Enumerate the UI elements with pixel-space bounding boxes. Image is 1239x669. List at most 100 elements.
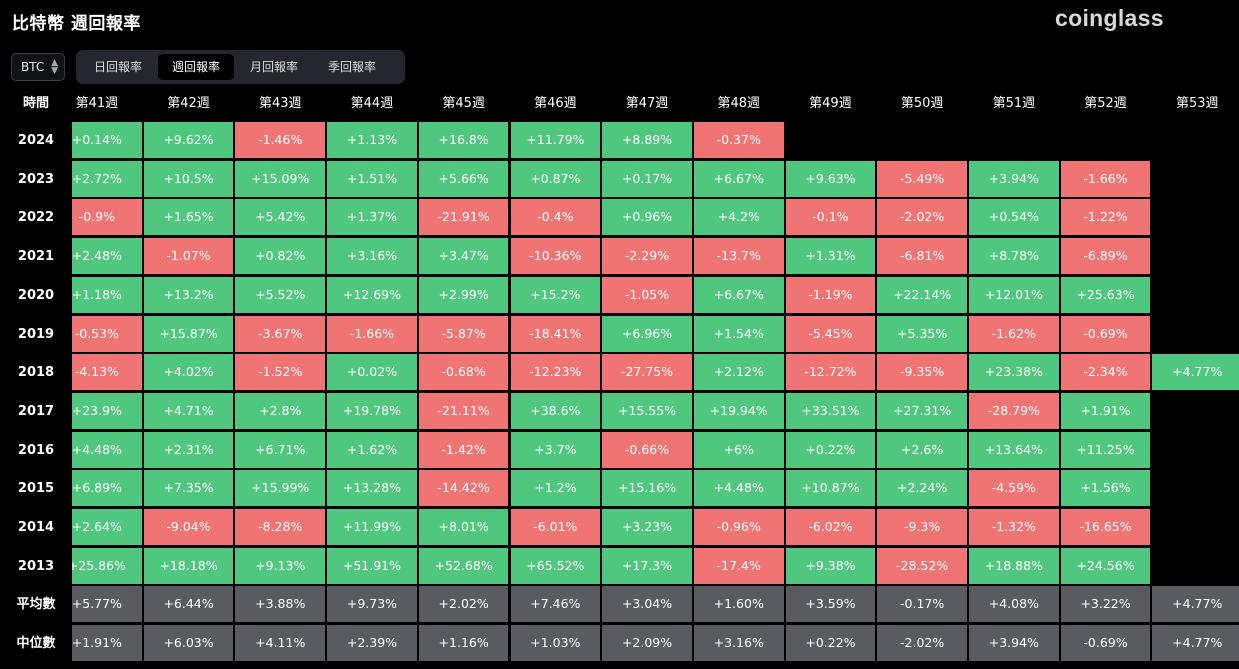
- return-cell: +5.35%: [877, 315, 967, 352]
- column-header: 第49週: [809, 96, 852, 111]
- stat-cell: +1.03%: [510, 625, 601, 662]
- return-cell: +4.48%: [72, 431, 142, 468]
- return-cell: -6.02%: [785, 509, 876, 545]
- return-cell: -3.67%: [235, 315, 326, 352]
- return-cell: +0.02%: [327, 354, 417, 391]
- return-cell: +51.91%: [327, 547, 417, 584]
- return-cell: +11.25%: [1060, 431, 1151, 468]
- stat-cell: -0.69%: [1060, 625, 1151, 662]
- return-cell: -1.46%: [235, 122, 326, 158]
- return-cell: -14.42%: [418, 470, 509, 507]
- return-cell: +2.24%: [877, 470, 967, 507]
- column-header: 第50週: [900, 96, 944, 111]
- return-cell: +6.89%: [72, 470, 142, 507]
- return-cell: -9.35%: [877, 354, 967, 391]
- stat-cell: +5.77%: [72, 586, 142, 623]
- return-cell: +5.52%: [235, 276, 326, 313]
- return-cell: +19.78%: [327, 392, 417, 429]
- return-cell: -0.53%: [72, 315, 142, 352]
- return-cell: +0.54%: [969, 199, 1059, 236]
- stat-cell: +7.46%: [510, 586, 601, 623]
- stat-cell: +3.16%: [693, 625, 784, 662]
- return-cell: +3.94%: [969, 160, 1059, 197]
- return-cell: +25.86%: [72, 547, 142, 584]
- return-cell: +3.7%: [510, 431, 601, 468]
- return-cell: -0.37%: [693, 122, 784, 158]
- return-cell: +17.3%: [602, 547, 692, 584]
- stat-cell: +2.02%: [418, 586, 509, 623]
- return-cell: +0.96%: [602, 199, 692, 236]
- return-cell: -2.02%: [877, 199, 967, 236]
- return-cell: +0.82%: [235, 238, 326, 275]
- return-cell: +0.14%: [72, 122, 142, 158]
- return-cell: -0.69%: [1060, 315, 1151, 352]
- stat-cell: +3.59%: [785, 586, 876, 623]
- return-cell: +11.79%: [510, 122, 601, 158]
- return-cell: -0.66%: [602, 431, 692, 468]
- return-cell: +16.8%: [418, 122, 509, 158]
- return-cell: +15.16%: [602, 470, 692, 507]
- return-cell: +6.71%: [235, 431, 326, 468]
- return-cell: -5.45%: [785, 315, 876, 352]
- year-label: 2024: [17, 133, 55, 148]
- stat-row-label: 中位數: [16, 636, 56, 652]
- return-cell: -1.62%: [969, 315, 1059, 352]
- return-cell: +4.2%: [693, 199, 784, 236]
- return-cell: +6.67%: [693, 276, 784, 313]
- column-header: 第53週: [1175, 96, 1219, 111]
- return-cell: +2.99%: [418, 276, 509, 313]
- year-label: 2022: [17, 210, 55, 226]
- tab-quarterly[interactable]: 季回報率: [328, 60, 377, 74]
- return-cell: +2.12%: [693, 354, 784, 391]
- return-cell: -12.23%: [510, 354, 601, 391]
- return-cell: +2.48%: [72, 238, 142, 275]
- column-header: 第41週: [75, 96, 119, 111]
- return-cell: +10.5%: [143, 160, 234, 197]
- stat-cell: +6.03%: [143, 625, 234, 662]
- return-cell: +65.52%: [510, 547, 601, 584]
- stat-cell: +4.08%: [969, 586, 1059, 623]
- tab-daily[interactable]: 日回報率: [94, 60, 143, 74]
- year-label: 2020: [17, 287, 55, 303]
- returns-table: 時間 第41週 第42週 第43週 第44週 第45週 第46週 第47週 第48週 第49週第…: [0, 90, 1239, 669]
- return-cell: -6.89%: [1060, 238, 1151, 275]
- return-cell: -1.07%: [143, 238, 234, 275]
- return-cell: -28.79%: [969, 392, 1059, 429]
- return-cell: +1.31%: [785, 238, 876, 275]
- stat-cell: +2.09%: [602, 625, 692, 662]
- column-header: 第52週: [1084, 96, 1127, 111]
- return-cell: +3.16%: [327, 238, 417, 275]
- return-cell: +8.89%: [602, 122, 692, 158]
- return-cell: +18.88%: [969, 547, 1059, 584]
- return-cell: +23.9%: [72, 392, 142, 429]
- year-label: 2015: [17, 481, 55, 497]
- stat-cell: +9.73%: [327, 586, 417, 623]
- table-scroll-area[interactable]: 第41週 第42週 第43週 第44週 第45週 第46週 第47週 第48週 第49週 第50週…: [72, 90, 1239, 669]
- return-cell: +6%: [693, 431, 784, 468]
- return-cell: -5.87%: [418, 315, 509, 352]
- return-cell: +13.2%: [143, 276, 234, 313]
- return-cell: +15.2%: [510, 276, 601, 313]
- return-cell: -10.36%: [510, 238, 601, 275]
- year-label: 2016: [17, 442, 55, 458]
- year-label: 2021: [17, 249, 55, 265]
- stat-cell: +6.44%: [143, 586, 234, 623]
- year-label: 2013: [17, 558, 55, 574]
- year-label: 2018: [17, 365, 55, 381]
- return-cell: -2.29%: [602, 238, 692, 275]
- return-cell: +3.23%: [602, 509, 692, 545]
- year-label: 2017: [17, 403, 55, 419]
- return-cell: +8.78%: [969, 238, 1059, 275]
- return-cell: +4.02%: [143, 354, 234, 391]
- column-header: 第43週: [258, 96, 302, 111]
- year-label: 2019: [17, 326, 55, 342]
- stat-cell: -0.17%: [877, 586, 967, 623]
- return-cell: +1.56%: [1060, 470, 1151, 507]
- coin-select[interactable]: BTC ▲ ▼: [11, 53, 65, 81]
- return-cell: -5.49%: [877, 160, 967, 197]
- tab-weekly[interactable]: 週回報率: [158, 54, 235, 80]
- return-cell: +8.01%: [418, 509, 509, 545]
- tab-monthly[interactable]: 月回報率: [250, 60, 299, 74]
- column-header: 第46週: [534, 96, 577, 111]
- return-cell: +3.47%: [418, 238, 509, 275]
